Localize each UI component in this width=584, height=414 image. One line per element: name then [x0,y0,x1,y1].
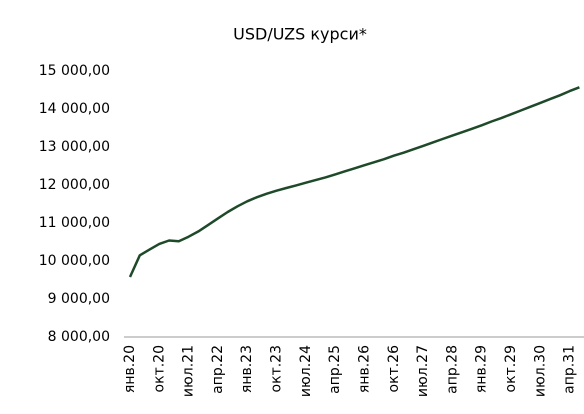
x-tick-label: янв.26 [356,345,372,393]
y-tick-label: 8 000,00 [48,329,110,345]
x-tick-label: июл.21 [181,345,197,397]
x-tick-label: янв.23 [239,345,255,393]
x-tick-label: июл.27 [415,345,431,397]
x-tick-label: окт.26 [386,345,402,393]
y-tick-label: 10 000,00 [39,253,110,269]
x-tick-label: апр.28 [444,345,460,394]
x-tick-label: янв.29 [474,345,490,393]
y-tick-label: 12 000,00 [39,177,110,193]
y-tick-label: 9 000,00 [48,291,110,307]
x-tick-label: апр.22 [210,345,226,394]
x-tick-label: апр.25 [327,345,343,394]
x-tick-label: янв.20 [122,345,138,393]
x-tick-label: окт.29 [503,345,519,392]
x-tick-label: окт.20 [151,345,167,392]
x-tick-label: окт.23 [269,345,285,392]
chart-title: USD/UZS курси* [233,25,367,44]
y-tick-label: 13 000,00 [39,139,110,155]
x-tick-label: июл.24 [298,345,314,397]
y-tick-label: 15 000,00 [39,63,110,79]
x-tick-label: апр.31 [562,345,578,394]
y-tick-label: 14 000,00 [39,101,110,117]
y-tick-label: 11 000,00 [39,215,110,231]
x-tick-label: июл.30 [532,345,548,397]
line-series [128,86,580,278]
